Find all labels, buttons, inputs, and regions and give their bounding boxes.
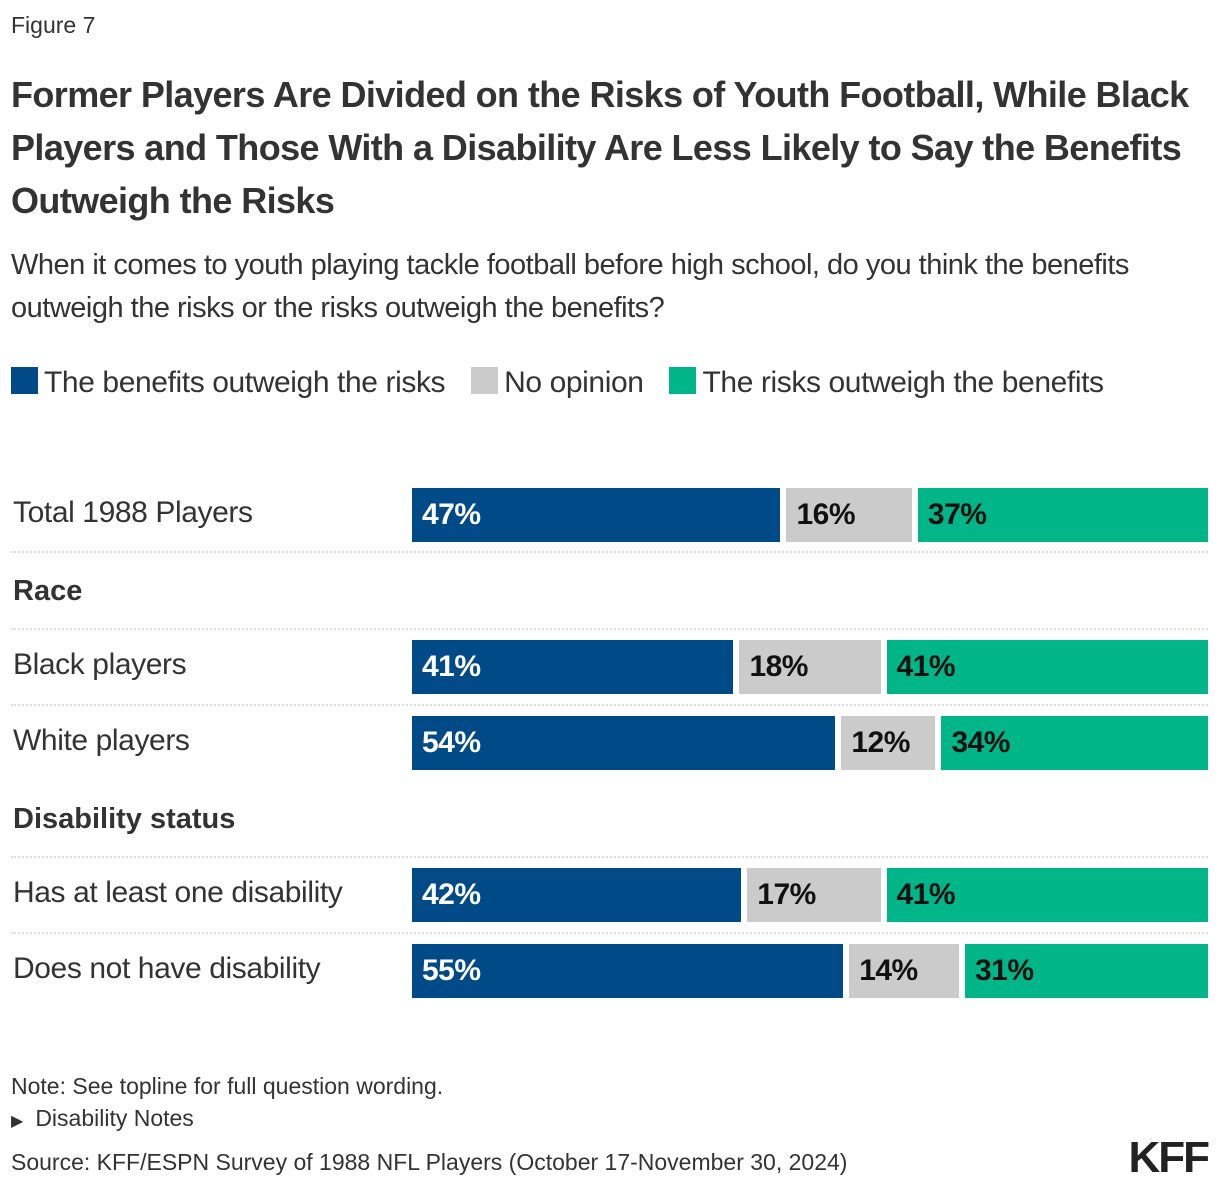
note: Note: See topline for full question word…: [11, 1073, 444, 1099]
row-divider: [11, 932, 1208, 934]
legend-swatch: [471, 367, 499, 394]
data-label: 16%: [796, 498, 856, 531]
row-divider: [11, 704, 1208, 706]
bar-segment: 18%: [739, 640, 881, 694]
bar-segment: 34%: [941, 716, 1208, 770]
row-divider: [11, 551, 1208, 553]
bar-segment: 47%: [412, 488, 781, 542]
data-label: 55%: [422, 954, 481, 987]
legend-swatch: [669, 367, 697, 394]
data-label: 12%: [851, 726, 910, 759]
source: Source: KFF/ESPN Survey of 1988 NFL Play…: [11, 1149, 848, 1175]
legend-item-benefits: The benefits outweigh the risks: [11, 362, 446, 403]
bar-segment: 55%: [412, 944, 844, 998]
data-label: 31%: [974, 954, 1034, 987]
disability-notes-toggle[interactable]: ▶ Disability Notes: [11, 1105, 194, 1132]
bar-segment: 12%: [841, 716, 936, 770]
data-label: 14%: [859, 954, 918, 987]
data-label: 18%: [749, 650, 808, 683]
legend-label: The benefits outweigh the risks: [44, 366, 446, 399]
bar-segment: 42%: [412, 868, 742, 922]
legend-item-risks: The risks outweigh the benefits: [669, 362, 1104, 403]
data-label: 34%: [951, 726, 1010, 759]
bar-segment: 54%: [412, 716, 836, 770]
legend-item-no-opinion: No opinion: [471, 362, 644, 403]
data-label: 41%: [896, 878, 956, 911]
bar-segment: 14%: [849, 944, 959, 998]
bar-segment: 41%: [412, 640, 734, 694]
data-label: 37%: [927, 498, 987, 531]
data-label: 17%: [757, 878, 816, 911]
bar-segment: 17%: [747, 868, 881, 922]
category-label: White players: [13, 724, 190, 757]
bar-segment: 31%: [964, 944, 1208, 998]
category-label: Does not have disability: [13, 952, 321, 985]
category-label: Black players: [13, 648, 187, 681]
bar-segment: 37%: [917, 488, 1208, 542]
chart-subtitle: When it comes to youth playing tackle fo…: [11, 249, 1129, 324]
data-label: 41%: [422, 650, 481, 683]
disability-notes-label: Disability Notes: [35, 1105, 194, 1131]
row-divider: [11, 628, 1208, 630]
bar-segment: 41%: [886, 868, 1208, 922]
group-header: Race: [13, 575, 83, 607]
kff-logo: KFF: [1128, 1133, 1210, 1182]
legend: The benefits outweigh the risks No opini…: [11, 362, 1171, 403]
chart-title: Former Players Are Divided on the Risks …: [11, 74, 1189, 221]
bar-segment: 41%: [886, 640, 1208, 694]
triangle-right-icon: ▶: [11, 1113, 24, 1130]
data-label: 41%: [896, 650, 956, 683]
figure-label: Figure 7: [11, 12, 96, 38]
category-label: Total 1988 Players: [13, 496, 253, 529]
legend-swatch: [11, 367, 38, 394]
category-label: Has at least one disability: [13, 876, 343, 909]
legend-label: No opinion: [504, 366, 644, 399]
row-divider: [11, 856, 1208, 858]
data-label: 47%: [422, 498, 481, 531]
legend-label: The risks outweigh the benefits: [702, 366, 1104, 399]
data-label: 42%: [422, 878, 481, 911]
data-label: 54%: [422, 726, 481, 759]
group-header: Disability status: [13, 803, 236, 835]
bar-segment: 16%: [786, 488, 912, 542]
